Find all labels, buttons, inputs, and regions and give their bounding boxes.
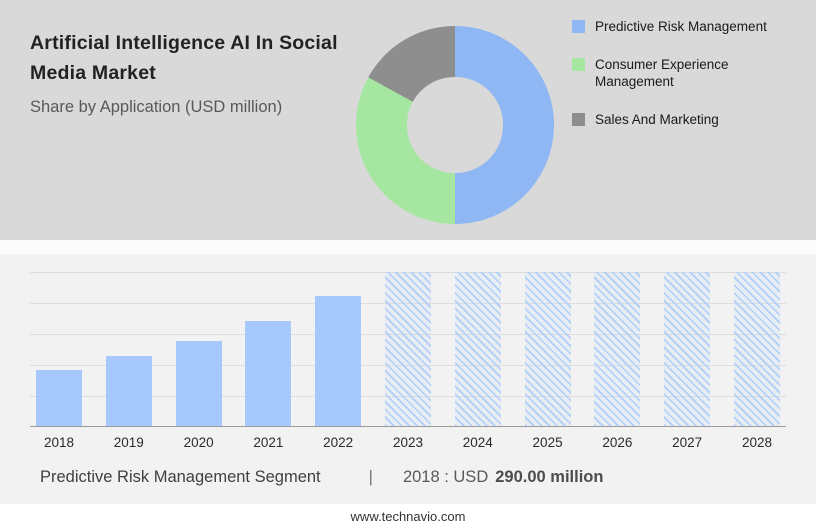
bar-column xyxy=(315,272,362,426)
bar-column xyxy=(454,272,501,426)
legend-label: Predictive Risk Management xyxy=(595,19,767,34)
bar-column xyxy=(664,272,711,426)
legend-swatch-icon xyxy=(572,112,585,126)
legend-swatch-icon xyxy=(572,57,585,71)
forecast-bar-2023 xyxy=(384,272,431,426)
x-axis-label-2025: 2025 xyxy=(532,435,563,450)
x-axis-label-2027: 2027 xyxy=(672,435,703,450)
title-block: Artificial Intelligence AI In Social Med… xyxy=(30,28,360,117)
forecast-bar-2025 xyxy=(524,272,571,426)
caption-stat-prefix: 2018 : USD xyxy=(402,468,489,486)
legend-swatch-icon xyxy=(572,20,585,33)
bar-column xyxy=(733,272,780,426)
caption: Predictive Risk Management Segment | 201… xyxy=(40,468,786,487)
caption-segment-label: Predictive Risk Management Segment xyxy=(40,468,321,486)
value-bar-2022 xyxy=(315,296,362,426)
x-axis-label-2023: 2023 xyxy=(392,435,423,450)
bar-plot xyxy=(30,272,786,427)
legend: Predictive Risk Management Consumer Exper… xyxy=(572,18,786,128)
legend-label: Sales And Marketing xyxy=(595,111,719,127)
x-axis-label-2026: 2026 xyxy=(602,435,633,450)
bar-column xyxy=(175,272,222,426)
page-subtitle: Share by Application (USD million) xyxy=(30,98,283,117)
legend-item: Sales And Marketing xyxy=(572,111,786,129)
donut-chart xyxy=(356,26,554,224)
header-panel: Artificial Intelligence AI In Social Med… xyxy=(0,0,816,240)
x-axis-label-2019: 2019 xyxy=(113,435,144,450)
bar-column xyxy=(384,272,431,426)
bar-column xyxy=(245,272,292,426)
x-axis-label-2020: 2020 xyxy=(183,435,214,450)
forecast-bar-2026 xyxy=(594,272,641,426)
legend-label: Consumer Experience Management xyxy=(595,56,729,90)
caption-separator: | xyxy=(368,468,373,486)
value-bar-2021 xyxy=(245,321,292,426)
bar-column xyxy=(36,272,82,426)
value-bar-2020 xyxy=(175,341,222,426)
x-axis-label-2028: 2028 xyxy=(741,435,772,450)
caption-stat-value: 290.00 million xyxy=(495,468,604,486)
value-bar-2018 xyxy=(36,370,82,426)
bar-column xyxy=(594,272,641,426)
footer: www.technavio.com xyxy=(0,504,816,528)
value-bar-2019 xyxy=(105,355,152,426)
panel-divider xyxy=(0,240,816,254)
legend-item: Consumer Experience Management xyxy=(572,56,786,91)
bar-column xyxy=(524,272,571,426)
bar-chart-panel: 2018 2019 2020 2021 2022 2023 2024 2025 2026 2027… xyxy=(0,254,816,504)
x-axis-labels: 2018 2019 2020 2021 2022 2023 2024 2025 2026 2027… xyxy=(30,435,786,450)
legend-item: Predictive Risk Management xyxy=(572,18,786,36)
footer-url: www.technavio.com xyxy=(350,508,466,524)
x-axis-label-2018: 2018 xyxy=(43,435,75,450)
x-axis-label-2024: 2024 xyxy=(462,435,493,450)
x-axis-label-2022: 2022 xyxy=(323,435,354,450)
page-title: Artificial Intelligence AI In Social Med… xyxy=(30,32,338,85)
forecast-bar-2024 xyxy=(454,272,501,426)
bar-column xyxy=(105,272,152,426)
forecast-bar-2028 xyxy=(733,272,780,426)
forecast-bar-2027 xyxy=(664,272,711,426)
x-axis-label-2021: 2021 xyxy=(253,435,284,450)
